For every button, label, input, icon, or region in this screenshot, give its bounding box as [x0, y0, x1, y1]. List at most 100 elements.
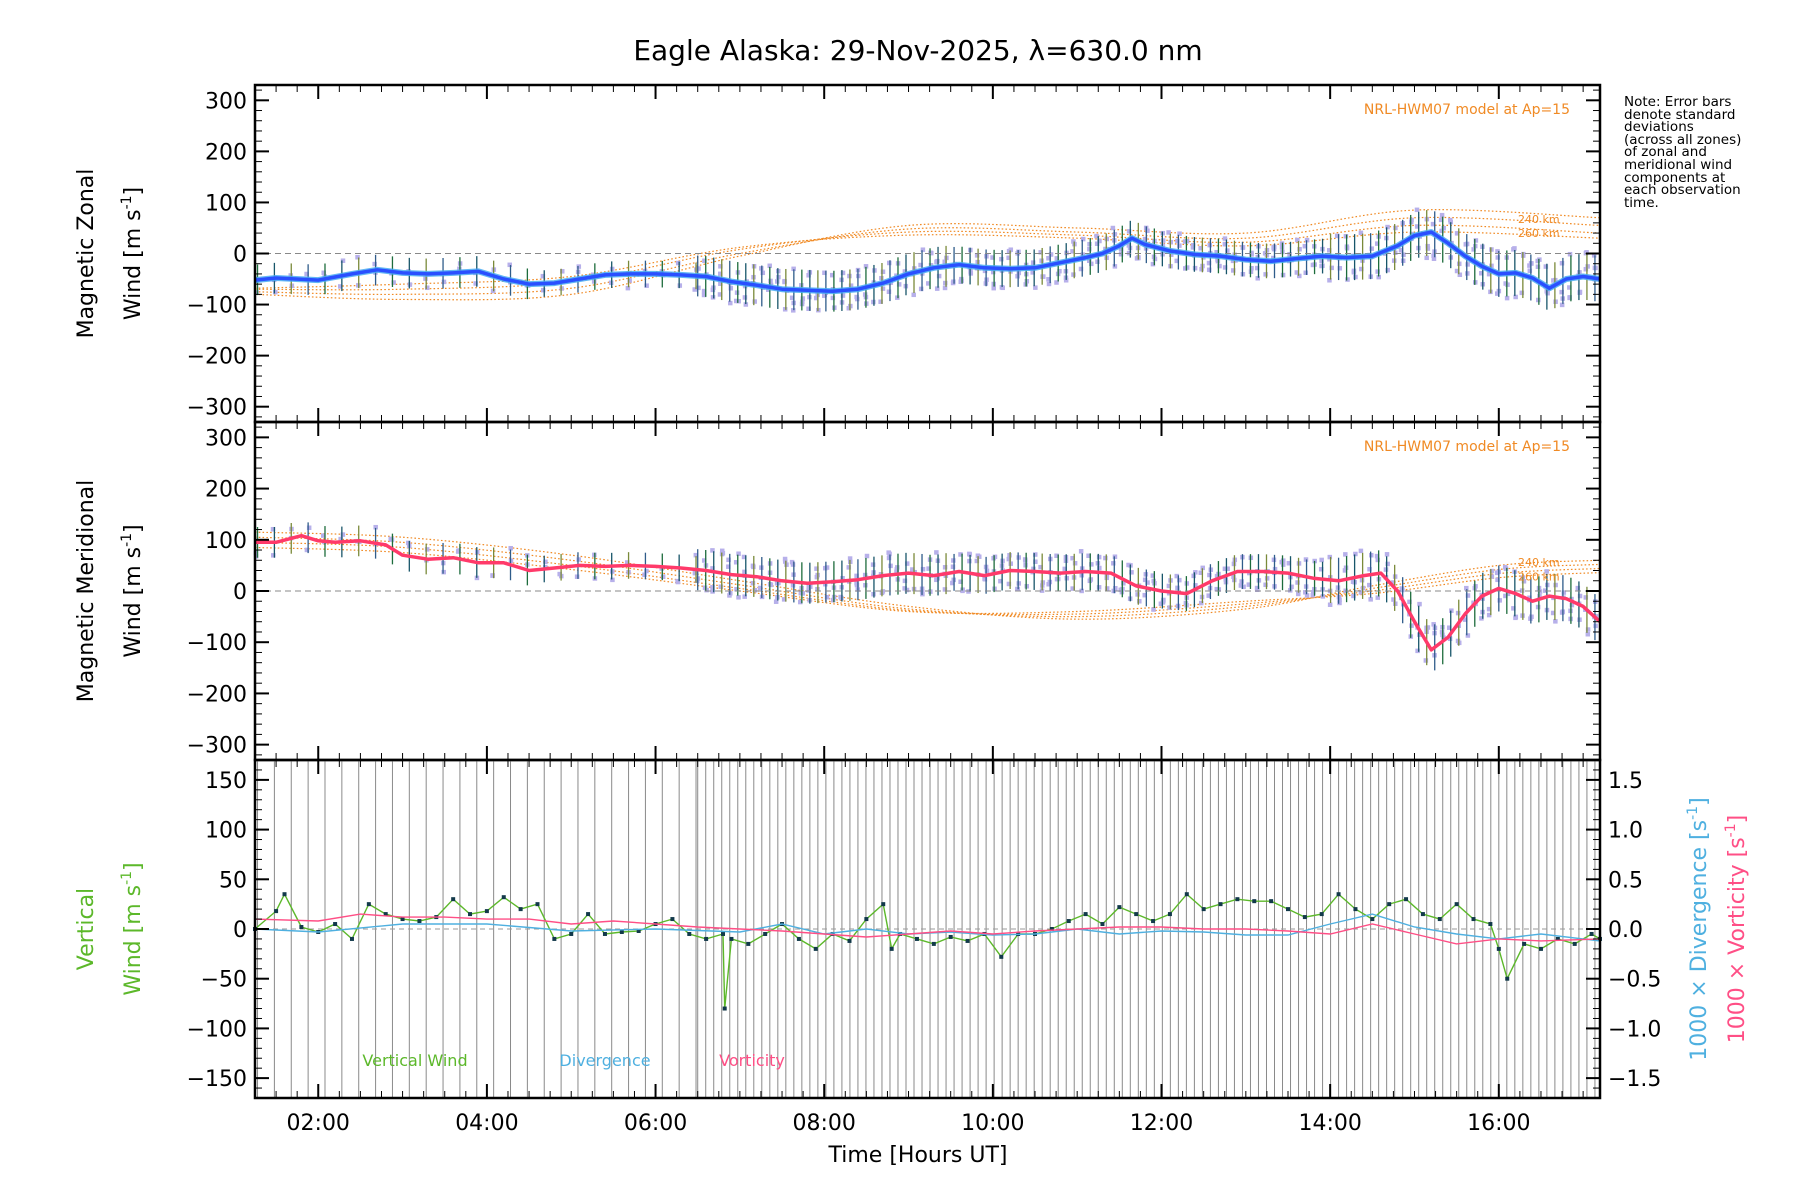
zone-sample-point [1454, 231, 1460, 236]
zone-sample-point [1246, 582, 1252, 587]
zone-sample-point [441, 569, 446, 575]
zone-sample-point [1207, 572, 1212, 578]
zone-sample-point [926, 281, 931, 286]
zone-sample-point [1567, 295, 1572, 300]
zone-sample-point [1070, 249, 1075, 254]
vertical-wind-point [333, 922, 338, 927]
vertical-wind-point [1387, 902, 1392, 907]
vertical-wind-point [914, 936, 919, 941]
zone-sample-point [1222, 265, 1228, 270]
zone-sample-point [1089, 562, 1094, 567]
zone-sample-point [1465, 262, 1470, 267]
zone-sample-point [733, 560, 739, 565]
zone-sample-point [1263, 272, 1268, 277]
zone-sample-point [1486, 612, 1492, 618]
zone-sample-point [1118, 251, 1124, 257]
zone-sample-point [1295, 237, 1300, 243]
zone-sample-point [1150, 573, 1156, 578]
zone-sample-point [1374, 553, 1380, 559]
zone-sample-point [1401, 252, 1406, 257]
zone-sample-point [951, 558, 956, 563]
zone-sample-point [880, 286, 886, 291]
zone-sample-point [1198, 245, 1203, 251]
zone-sample-point [1297, 273, 1302, 279]
zone-sample-point [1367, 582, 1372, 588]
zone-sample-point [1126, 243, 1132, 248]
zone-sample-point [1334, 233, 1340, 239]
zone-sample-point [1177, 243, 1182, 248]
zone-sample-point [1319, 258, 1324, 263]
zone-sample-point [1135, 592, 1140, 597]
zone-sample-point [644, 568, 649, 574]
zone-sample-point [1142, 577, 1148, 583]
zone-sample-point [1193, 583, 1198, 588]
zone-sample-point [1447, 625, 1452, 630]
vertical-wind-point [670, 917, 675, 922]
zone-sample-point [1438, 217, 1444, 223]
zone-sample-point [982, 268, 988, 274]
zone-sample-point [904, 587, 910, 593]
y-tick-label: 0 [233, 918, 247, 943]
vertical-wind-point [1100, 922, 1105, 927]
y-tick-label: −100 [187, 294, 247, 319]
zone-sample-point [920, 247, 926, 252]
vertical-wind-point [796, 936, 801, 941]
zone-sample-point [1473, 238, 1479, 243]
zone-sample-point [1425, 246, 1431, 251]
zone-sample-point [1006, 581, 1012, 587]
altitude-label: 240 km [1518, 556, 1560, 569]
zone-sample-point [1054, 280, 1059, 285]
y-tick-label: 100 [205, 191, 247, 216]
zone-sample-point [1022, 557, 1028, 562]
zone-sample-point [1495, 255, 1501, 260]
zone-sample-point [967, 558, 972, 564]
zone-sample-point [1553, 299, 1558, 304]
zone-sample-point [918, 286, 924, 292]
zone-sample-point [508, 545, 513, 551]
zone-sample-point [920, 566, 926, 572]
zone-sample-point [1431, 622, 1436, 627]
vertical-wind-point [746, 941, 751, 946]
zone-sample-point [1407, 599, 1412, 605]
zone-sample-point [1006, 255, 1011, 261]
zone-sample-point [1503, 593, 1508, 599]
zone-sample-point [1398, 247, 1404, 253]
altitude-label: 260 km [1518, 227, 1560, 240]
zone-sample-point [1489, 247, 1494, 252]
altitude-label: 260 km [1518, 571, 1560, 584]
zone-sample-point [1473, 584, 1478, 589]
model-label: NRL-HWM07 model at Ap=15 [1364, 439, 1570, 455]
y2-tick-label: 0.5 [1608, 868, 1643, 893]
zone-sample-point [1006, 556, 1012, 562]
zone-sample-point [340, 258, 346, 263]
zone-sample-point [1374, 241, 1380, 246]
vertical-wind-point [383, 912, 388, 917]
zone-sample-point [1553, 582, 1558, 588]
zone-sample-point [782, 556, 788, 562]
zone-sample-point [701, 558, 707, 563]
zone-sample-point [768, 278, 773, 284]
zone-sample-point [1544, 569, 1549, 574]
zone-sample-point [1489, 568, 1495, 574]
zone-sample-point [1302, 243, 1308, 249]
zone-sample-point [1150, 261, 1156, 267]
y-tick-label: −300 [187, 734, 247, 759]
vertical-wind-point [518, 907, 523, 912]
zone-sample-point [1033, 552, 1038, 557]
legend-divergence: Divergence [559, 1051, 650, 1070]
vertical-wind-point [569, 931, 574, 936]
note-line: each observation [1624, 182, 1741, 199]
zone-sample-point [800, 591, 806, 596]
zone-sample-point [896, 282, 902, 287]
zone-sample-point [644, 283, 649, 288]
zone-sample-point [304, 547, 310, 553]
zone-sample-point [1078, 549, 1084, 554]
vertical-wind-point [1538, 946, 1543, 951]
zone-sample-point [701, 292, 707, 298]
zone-sample-point [718, 584, 724, 589]
zone-sample-point [1304, 593, 1310, 598]
zone-sample-point [338, 284, 343, 289]
vertical-wind-point [704, 936, 709, 941]
vertical-wind-point [417, 919, 422, 924]
zone-sample-point [1417, 632, 1422, 637]
